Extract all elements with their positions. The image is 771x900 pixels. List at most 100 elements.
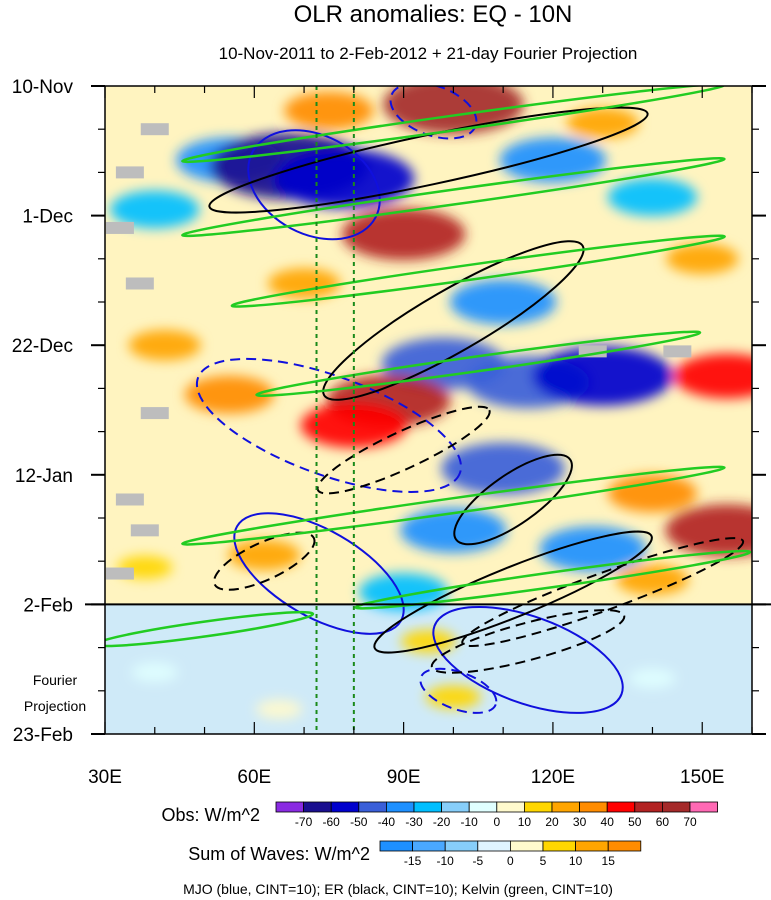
plot-frame: [104, 85, 753, 735]
obs-colorbar-swatch-2: [330, 801, 360, 813]
projection-label-line1: Fourier: [33, 672, 78, 688]
waves-colorbar-level-0: 0: [507, 854, 514, 868]
mjo-contour-5: [419, 667, 498, 714]
obs-colorbar-swatch-1: [303, 801, 332, 813]
waves-colorbar-level-5: 5: [540, 854, 547, 868]
missing-data-patch-2: [105, 221, 134, 234]
er-contour-9: [373, 530, 653, 654]
obs-colorbar-level--10: -10: [461, 815, 479, 829]
y-tick-label-22-Dec: 22-Dec: [12, 336, 73, 357]
missing-data-patches: [105, 123, 692, 580]
obs-colorbar-level-70: 70: [683, 815, 697, 829]
anomaly-blob-33: [629, 668, 676, 689]
waves-colorbar-level-10: 10: [569, 854, 583, 868]
x-tick-label-150E: 150E: [680, 767, 724, 788]
projection-label-line2: Projection: [24, 698, 86, 714]
anomaly-blob-0: [284, 91, 374, 130]
missing-data-patch-4: [140, 407, 169, 420]
kelvin-contour-20: [105, 610, 315, 648]
waves-colorbar-swatch-6: [575, 840, 609, 852]
anomaly-blob-11: [449, 279, 557, 325]
obs-colorbar-level--60: -60: [323, 815, 341, 829]
missing-data-patch-0: [140, 123, 169, 136]
mjo-contour-0: [247, 129, 381, 241]
er-contour-12: [461, 537, 745, 648]
obs-colorbar-level-0: 0: [493, 815, 500, 829]
waves-colorbar-swatch-2: [444, 840, 479, 852]
anomaly-blob-6: [499, 137, 607, 183]
obs-colorbar-level-50: 50: [628, 815, 642, 829]
waves-colorbar-swatch-0: [379, 840, 413, 852]
waves-colorbar-swatch-4: [509, 840, 544, 852]
x-tick-label-120E: 120E: [531, 767, 575, 788]
obs-colorbar-swatch-5: [413, 801, 443, 813]
er-contour-10: [213, 531, 316, 591]
x-axis: 30E 60E 90E 120E 150E: [88, 86, 753, 788]
x-tick-label-60E: 60E: [237, 767, 271, 788]
waves-colorbar: -15 -10 -5 0 5 10 15: [379, 840, 642, 868]
obs-colorbar-level-20: 20: [545, 815, 559, 829]
anomaly-blob-27: [358, 573, 449, 611]
missing-data-patch-9: [663, 345, 692, 358]
anomaly-blob-24: [539, 526, 646, 572]
waves-colorbar-swatch-3: [477, 840, 511, 852]
obs-colorbar-level--40: -40: [378, 815, 396, 829]
anomaly-blob-2: [566, 107, 639, 139]
er-contour-8: [453, 453, 573, 546]
obs-colorbar-swatch-12: [606, 801, 636, 813]
anomaly-blob-30: [400, 629, 457, 654]
anomaly-blob-9: [341, 208, 466, 261]
waves-colorbar-label: Sum of Waves: W/m^2: [188, 844, 370, 864]
y-tick-label-10-Nov: 10-Nov: [12, 77, 74, 98]
y-axis: 10-Nov 1-Dec 22-Dec 12-Jan 2-Feb 23-Feb: [12, 77, 766, 746]
kelvin-contour-14: [181, 86, 726, 164]
reference-lines: [315, 86, 355, 734]
waves-colorbar-level--5: -5: [472, 854, 483, 868]
obs-colorbar-level-10: 10: [518, 815, 532, 829]
missing-data-patch-5: [115, 493, 144, 506]
y-tick-label-12-Jan: 12-Jan: [15, 466, 73, 487]
wave-legend-note: MJO (blue, CINT=10); ER (black, CINT=10)…: [183, 881, 613, 897]
anomaly-blob-12: [666, 243, 739, 274]
anomaly-blob-34: [255, 699, 303, 720]
chart-title: OLR anomalies: EQ - 10N: [294, 1, 573, 28]
y-tick-label-23-Feb: 23-Feb: [13, 725, 73, 746]
obs-colorbar-swatch-11: [579, 801, 608, 813]
x-tick-label-90E: 90E: [387, 767, 421, 788]
anomaly-blob-10: [267, 268, 341, 299]
anomaly-blob-8: [110, 190, 200, 229]
obs-colorbar-level--20: -20: [433, 815, 451, 829]
waves-colorbar-level-15: 15: [602, 854, 616, 868]
obs-colorbar-swatch-4: [385, 801, 415, 813]
anomaly-blob-7: [607, 178, 698, 216]
anomaly-blob-13: [128, 330, 201, 361]
anomaly-blob-1: [383, 86, 524, 135]
anomaly-blob-23: [400, 507, 507, 553]
kelvin-contour-18: [181, 465, 726, 546]
obs-colorbar-level-40: 40: [601, 815, 615, 829]
anomaly-blob-21: [441, 442, 565, 495]
wave-contours: [105, 86, 752, 714]
waves-colorbar-level--15: -15: [404, 854, 422, 868]
projection-background: [105, 604, 752, 734]
obs-colorbar-swatch-10: [551, 801, 581, 813]
obs-colorbar-label: Obs: W/m^2: [162, 805, 260, 825]
obs-colorbar-level-60: 60: [656, 815, 670, 829]
plot-area: [105, 86, 752, 734]
anomaly-blob-28: [616, 564, 689, 595]
anomaly-blob-31: [425, 685, 481, 709]
chart-subtitle: 10-Nov-2011 to 2-Feb-2012 + 21-day Fouri…: [219, 44, 638, 63]
anomaly-blob-25: [665, 504, 752, 557]
missing-data-patch-7: [105, 567, 134, 580]
obs-colorbar-swatch-13: [634, 801, 663, 813]
waves-colorbar-swatch-5: [542, 840, 576, 852]
obs-colorbar-swatch-7: [468, 801, 498, 813]
missing-data-patch-1: [115, 166, 144, 179]
er-contour-13: [430, 609, 626, 674]
obs-colorbar-swatch-0: [275, 801, 305, 813]
anomaly-blob-26: [228, 539, 301, 571]
obs-colorbar-level--30: -30: [405, 815, 423, 829]
kelvin-contour-17: [255, 330, 702, 397]
obs-colorbar-swatch-3: [358, 801, 387, 813]
